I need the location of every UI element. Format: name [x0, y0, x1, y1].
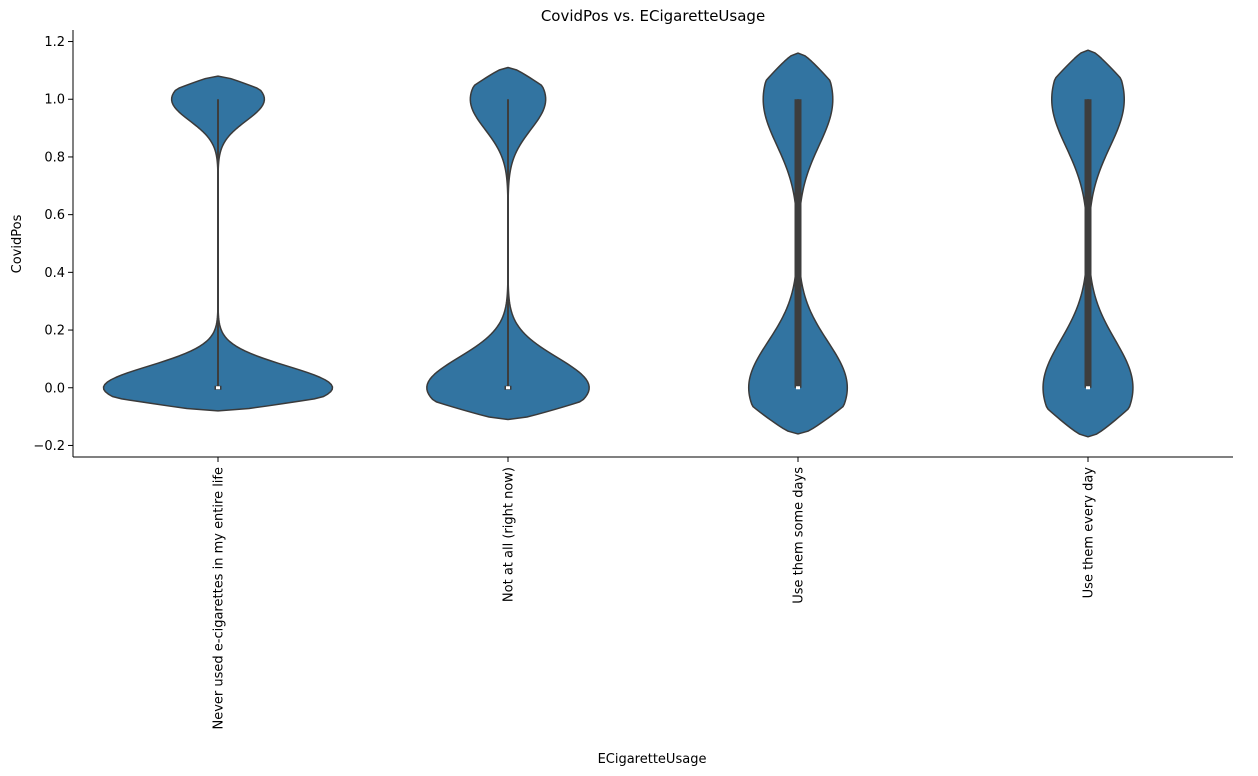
- violin-median-marker: [506, 386, 510, 390]
- x-axis-ticks: Never used e-cigarettes in my entire lif…: [212, 457, 1097, 730]
- x-tick-label: Never used e-cigarettes in my entire lif…: [212, 467, 227, 730]
- y-tick-label: 1.2: [44, 35, 65, 50]
- violins-layer: [102, 49, 1134, 438]
- violin-iqr-box: [1084, 99, 1092, 388]
- x-tick-label: Use them some days: [792, 467, 807, 604]
- y-tick-label: −0.2: [33, 439, 65, 454]
- y-tick-label: 0.4: [44, 266, 65, 281]
- y-axis-title: CovidPos: [10, 214, 25, 273]
- y-tick-label: 0.8: [44, 150, 65, 165]
- y-tick-label: 0.0: [44, 381, 65, 396]
- violin-median-marker: [216, 386, 220, 390]
- y-tick-label: 0.6: [44, 208, 65, 223]
- violin-median-marker: [796, 386, 800, 390]
- y-axis-ticks: −0.2 0.0 0.2 0.4 0.6 0.8 1.0 1.2: [33, 35, 73, 454]
- y-tick-label: 1.0: [44, 93, 65, 108]
- chart-title: CovidPos vs. ECigaretteUsage: [541, 7, 765, 25]
- y-tick-label: 0.2: [44, 324, 65, 339]
- x-axis-title: ECigaretteUsage: [598, 752, 707, 767]
- x-tick-label: Not at all (right now): [502, 467, 517, 602]
- violin-median-marker: [1086, 386, 1090, 390]
- violin-iqr-box: [794, 99, 802, 388]
- x-tick-label: Use them every day: [1082, 467, 1097, 599]
